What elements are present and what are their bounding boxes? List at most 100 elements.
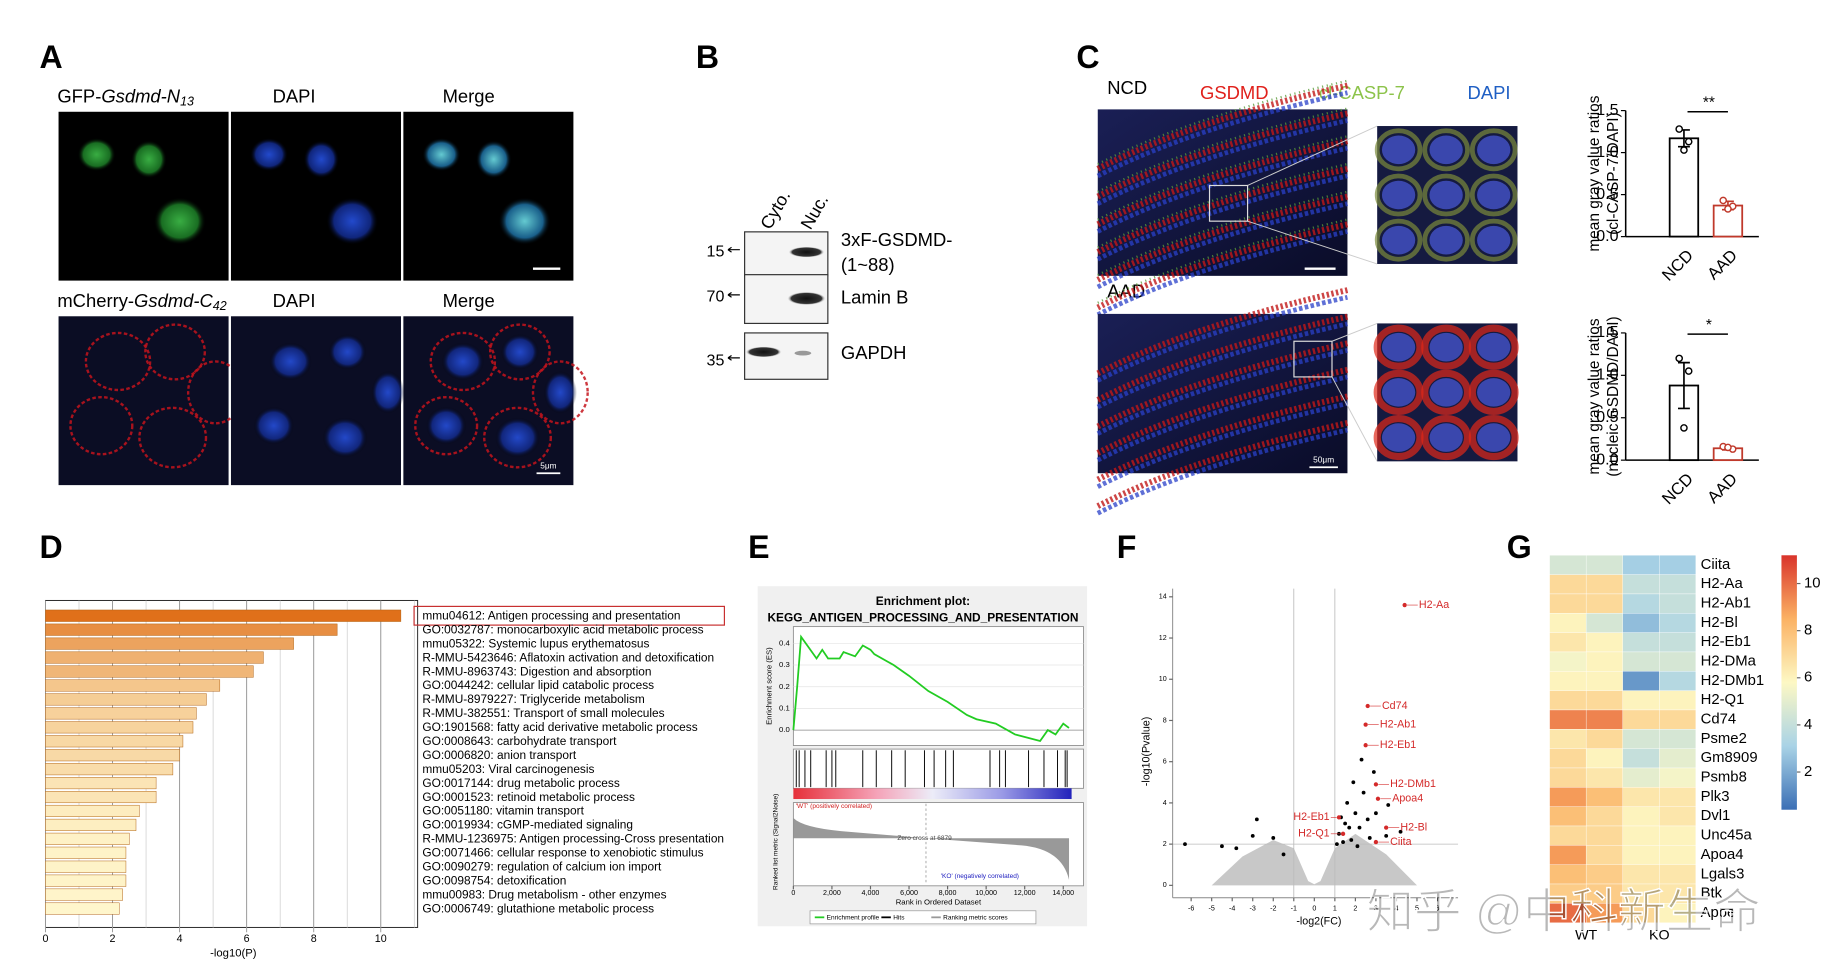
plot-title: KEGG_ANTIGEN_PROCESSING_AND_PRESENTATION (767, 610, 1078, 624)
heatmap-cell (1659, 632, 1697, 653)
tissue-fold (1097, 107, 1348, 193)
gene-label: H2-Ab1 (1701, 596, 1751, 612)
es-plot (792, 626, 1084, 746)
metric-area (793, 818, 1070, 880)
marker-label: 35 (707, 352, 725, 370)
merge-header: Merge (443, 290, 495, 311)
heatmap-cell (1622, 845, 1660, 865)
micrograph (58, 316, 229, 486)
x-tick-label: NCD (1658, 469, 1697, 508)
heatmap-cell (1549, 845, 1587, 865)
tissue-fold (1096, 165, 1349, 255)
data-point (1359, 757, 1364, 762)
bar (45, 791, 157, 804)
y-axis-label: -log10(Pvalue) (1140, 717, 1152, 787)
merge-header: Merge (443, 85, 495, 106)
heatmap-cell (1622, 767, 1660, 788)
nucleus (326, 197, 379, 245)
heatmap-cell (1659, 574, 1697, 595)
y-tick-label: 0.0 (1596, 450, 1618, 468)
data-point (1355, 844, 1360, 849)
heatmap-cell (1549, 767, 1587, 788)
heatmap-cell (1549, 555, 1587, 575)
y-tick-label: 1.5 (1596, 323, 1618, 341)
term-label: GO:0006749: glutathione metabolic proces… (422, 901, 654, 915)
zoom-signal (1422, 128, 1470, 172)
cell-outline (483, 406, 552, 469)
heatmap-cell (1585, 555, 1623, 575)
data-point (1398, 829, 1403, 834)
tissue-image (1097, 109, 1348, 276)
data-point (1371, 770, 1376, 774)
heatmap-cell (1585, 613, 1623, 633)
heatmap-cell (1585, 593, 1623, 614)
band (745, 346, 782, 358)
nucleus (543, 370, 577, 414)
panel-label: D (40, 529, 63, 565)
x-tick-label: 6,000 (900, 889, 918, 897)
bar (45, 721, 194, 734)
bar (45, 679, 221, 692)
marker-label: 70 (707, 287, 725, 305)
heatmap-cell (1549, 671, 1587, 691)
zoom-signal (1468, 324, 1519, 370)
y-axis-label: (cl-CASP-7/DAPI) (1605, 112, 1622, 235)
panel-label: G (1507, 529, 1532, 565)
heatmap-cell (1659, 729, 1697, 749)
data-point (1386, 803, 1391, 807)
colorbar-label: 2 (1804, 764, 1812, 780)
legend-label: Hits (893, 915, 905, 922)
y-tick-label: 0.4 (779, 638, 790, 647)
zoom-line (1247, 125, 1378, 265)
tissue-fold (1096, 419, 1349, 509)
heatmap-cell (1585, 864, 1623, 885)
scale-bar-label: 50μm (1313, 454, 1334, 464)
data-point (1684, 137, 1693, 146)
cell-outline (531, 360, 589, 425)
labeled-point (1363, 743, 1368, 748)
data-point (1357, 825, 1362, 830)
y-tick-label: 6 (1163, 758, 1167, 766)
data-point (1335, 842, 1339, 847)
zoom-nucleus (1381, 378, 1416, 407)
nucleus (425, 406, 467, 445)
band-label: 3xF-GSDMD- (841, 229, 952, 250)
zoom-nucleus (1477, 378, 1511, 407)
x-tick-label: -5 (1209, 904, 1215, 912)
scale-bar-label: 5μm (540, 460, 556, 470)
x-tick-label: 0 (42, 933, 48, 945)
zoom-nucleus (1381, 332, 1416, 362)
data-point (1719, 196, 1727, 205)
x-tick-label: -3 (1250, 904, 1256, 912)
nucleus (303, 140, 340, 179)
bar (45, 707, 197, 720)
y-tick-label: 1.0 (1596, 366, 1618, 384)
term-label: GO:0001523: retinoid metabolic process (422, 790, 635, 804)
gene-label: H2-Aa (1419, 599, 1449, 611)
zoom-nucleus (1381, 423, 1416, 452)
heatmap-cell (1585, 825, 1623, 846)
data-point (1374, 811, 1378, 816)
highlight-box (413, 605, 725, 626)
heatmap-cell (1585, 709, 1623, 730)
channel-header: mCherry-Gsdmd-C42 (57, 290, 226, 313)
nucleus (131, 140, 167, 179)
y-tick-label: 0.3 (779, 660, 790, 669)
tissue-fold (1096, 221, 1349, 311)
marker-arrow (727, 355, 740, 361)
heatmap-cell (1659, 671, 1697, 691)
heatmap-cell (1622, 709, 1660, 730)
gene-label: H2-DMa (1701, 654, 1757, 670)
x-tick-label: -1 (1291, 904, 1297, 912)
bar (45, 609, 402, 622)
bar (45, 902, 120, 915)
term-label: GO:0051180: vitamin transport (422, 804, 584, 818)
zoom-nucleus (1429, 225, 1463, 255)
band (794, 350, 812, 356)
gene-label: Dvl1 (1701, 808, 1731, 824)
stain-label: cl-CASP-7 (1319, 82, 1405, 103)
zoom-signal (1468, 369, 1519, 415)
zoom-nucleus (1477, 135, 1511, 165)
nucleus (422, 137, 461, 172)
heatmap-cell (1659, 845, 1697, 865)
